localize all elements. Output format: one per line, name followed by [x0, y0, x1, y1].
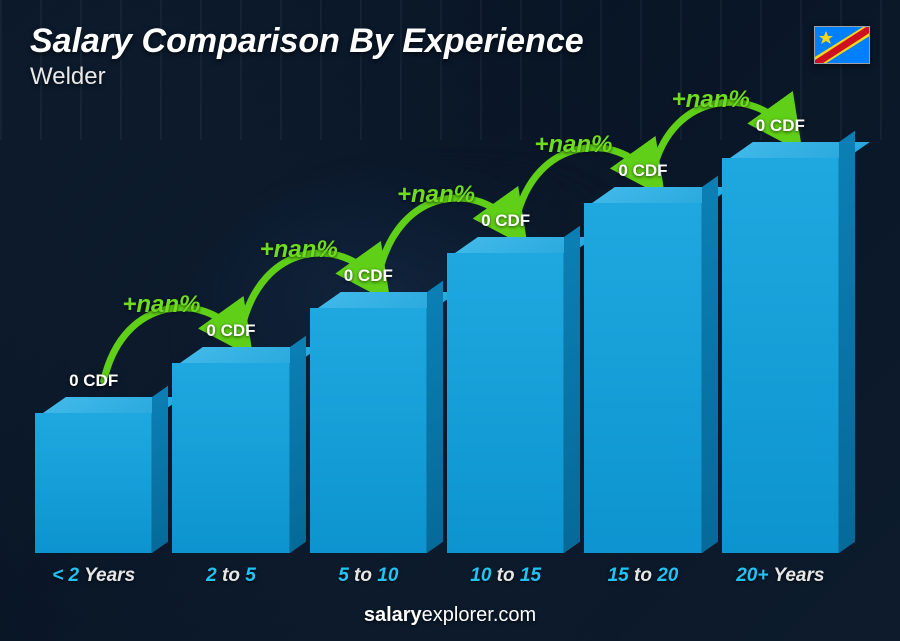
- growth-arrow-label: +nan%: [122, 291, 200, 319]
- bar-value-label: 0 CDF: [206, 321, 255, 341]
- footer-brand: salaryexplorer.com: [0, 604, 900, 627]
- bar-slot: 0 CDF: [717, 116, 844, 553]
- bar: [310, 292, 427, 553]
- bar: [584, 187, 701, 553]
- bar-slot: 0 CDF: [579, 161, 706, 553]
- bar-value-label: 0 CDF: [344, 266, 393, 286]
- bar-slot: 0 CDF: [30, 371, 157, 553]
- x-axis-labels: < 2 Years 2 to 5 5 to 10 10 to 15 15 to 20 20…: [30, 565, 844, 587]
- x-axis-label: 10 to 15: [442, 565, 569, 587]
- footer-brand-rest: explorer.com: [422, 604, 537, 626]
- country-flag-drc: [814, 26, 870, 64]
- bar-slot: 0 CDF: [305, 266, 432, 553]
- x-axis-label: 2 to 5: [167, 565, 294, 587]
- bar-slot: 0 CDF: [442, 211, 569, 553]
- x-axis-label: < 2 Years: [30, 565, 157, 587]
- bar: [172, 347, 289, 553]
- bar-value-label: 0 CDF: [69, 371, 118, 391]
- bar-value-label: 0 CDF: [756, 116, 805, 136]
- growth-arrow-label: +nan%: [397, 181, 475, 209]
- footer-brand-bold: salary: [364, 604, 422, 626]
- x-axis-label: 15 to 20: [579, 565, 706, 587]
- bar: [447, 237, 564, 553]
- salary-bar-chart: 0 CDF0 CDF0 CDF0 CDF0 CDF0 CDF < 2 Years…: [30, 131, 844, 581]
- bar: [722, 142, 839, 553]
- x-axis-label: 5 to 10: [305, 565, 432, 587]
- growth-arrow-label: +nan%: [672, 86, 750, 114]
- bar-value-label: 0 CDF: [481, 211, 530, 231]
- x-axis-label: 20+ Years: [717, 565, 844, 587]
- infographic-content: Salary Comparison By Experience Welder A…: [0, 0, 900, 641]
- bar: [35, 397, 152, 553]
- bar-slot: 0 CDF: [167, 321, 294, 553]
- bar-value-label: 0 CDF: [618, 161, 667, 181]
- page-title: Salary Comparison By Experience: [30, 22, 870, 61]
- growth-arrow-label: +nan%: [534, 131, 612, 159]
- growth-arrow-label: +nan%: [260, 236, 338, 264]
